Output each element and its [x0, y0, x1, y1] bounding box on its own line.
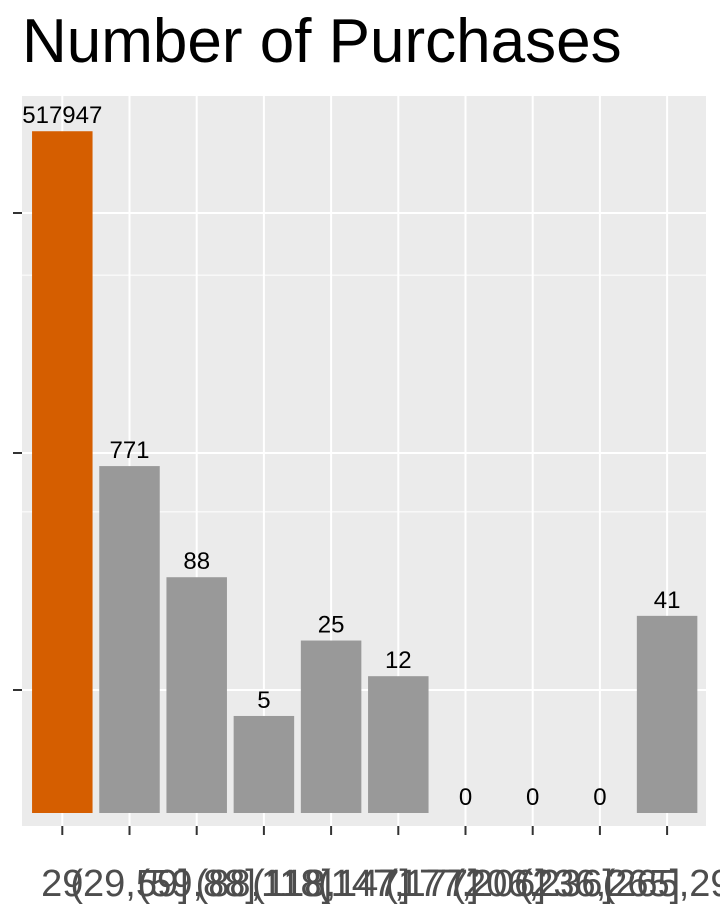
- bar-value-label-6: 0: [459, 784, 472, 811]
- x-axis-tick-labels: 29(29,59](59,88](88,118](118,147](147,17…: [41, 863, 720, 905]
- bar-value-label-5: 12: [385, 647, 412, 674]
- bar-4: [300, 640, 362, 813]
- x-tick-label-8: (236,265]: [520, 863, 681, 905]
- bar-5: [368, 676, 429, 813]
- bar-value-labels: 517947 771 88 5 25 12 0 0 0 41: [22, 102, 680, 811]
- bar-3: [233, 715, 295, 813]
- bar-value-label-4: 25: [318, 612, 345, 639]
- x-tick-label-6: (177,206]: [385, 863, 546, 905]
- x-tick-label-9: (265,29: [603, 863, 720, 905]
- bar-1: [99, 466, 160, 813]
- bar-value-label-0: 517947: [22, 102, 102, 129]
- bar-value-label-8: 0: [593, 784, 606, 811]
- bar-value-label-9: 41: [654, 587, 681, 614]
- x-tick-label-2: (59,88]: [138, 863, 256, 905]
- x-tick-label-3: (88,118]: [196, 863, 333, 905]
- chart-title: Number of Purchases: [22, 7, 622, 76]
- x-tick-label-0: 29: [41, 863, 83, 905]
- x-tick-label-7: (206,236]: [452, 863, 613, 905]
- bar-value-label-2: 88: [183, 548, 210, 575]
- x-tick-label-1: (29,59]: [70, 863, 188, 905]
- bars: [32, 131, 698, 813]
- bar-value-label-7: 0: [526, 784, 539, 811]
- bar-value-label-3: 5: [257, 687, 270, 714]
- bar-2: [166, 577, 227, 813]
- x-tick-label-4: (118,147]: [252, 863, 410, 905]
- bar-0: [32, 131, 93, 813]
- x-tick-label-5: (147,177]: [318, 863, 479, 905]
- axis-ticks: [13, 212, 669, 835]
- bar-value-label-1: 771: [109, 437, 149, 464]
- bar-9: [636, 615, 698, 813]
